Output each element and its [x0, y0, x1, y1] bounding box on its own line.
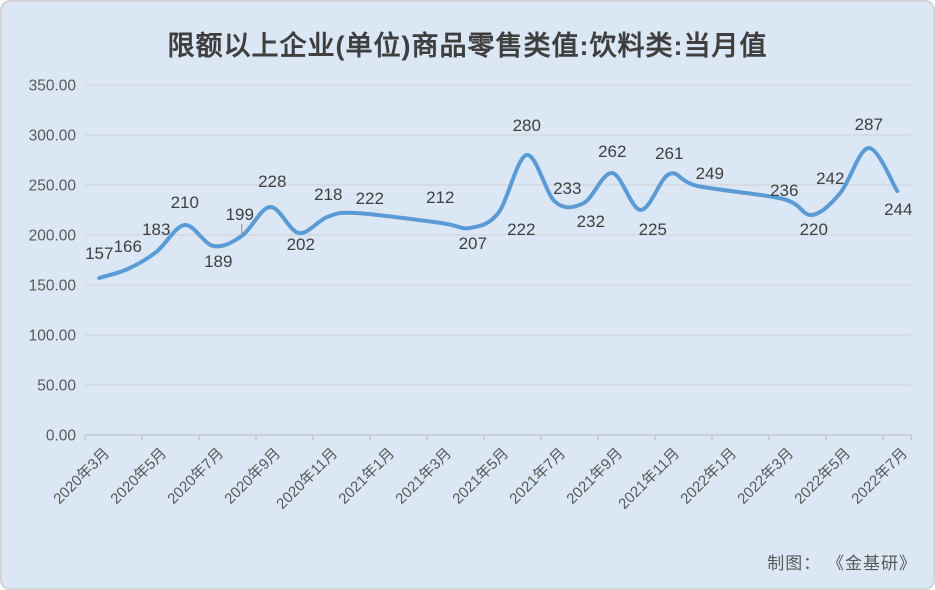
y-axis-tick-label: 50.00 — [37, 378, 76, 395]
data-label: 189 — [204, 252, 232, 271]
data-label: 222 — [507, 220, 535, 239]
data-label: 166 — [114, 237, 142, 256]
x-axis-tick-label: 2022年3月 — [734, 445, 797, 508]
data-label: 261 — [655, 144, 683, 163]
data-label: 183 — [142, 220, 170, 239]
y-axis-tick-label: 150.00 — [29, 278, 77, 295]
data-label: 218 — [314, 185, 342, 204]
y-axis-tick-label: 200.00 — [29, 228, 77, 245]
data-label: 280 — [513, 116, 541, 135]
data-label: 228 — [258, 172, 286, 191]
x-axis-tick-label: 2021年7月 — [506, 445, 569, 508]
data-label: 202 — [287, 235, 315, 254]
data-label: 244 — [884, 200, 912, 219]
chart-title: 限额以上企业(单位)商品零售类值:饮料类:当月值 — [167, 31, 768, 61]
data-label: 212 — [426, 188, 454, 207]
data-label: 232 — [577, 212, 605, 231]
x-axis-tick-label: 2020年3月 — [50, 445, 113, 508]
y-axis-tick-label: 100.00 — [29, 328, 77, 345]
x-axis-tick-label: 2020年7月 — [164, 445, 227, 508]
data-label: 220 — [800, 220, 828, 239]
data-label: 199 — [226, 205, 254, 224]
x-axis-tick-label: 2021年11月 — [615, 445, 683, 513]
x-axis-tick-label: 2022年5月 — [791, 445, 854, 508]
data-label: 233 — [553, 179, 581, 198]
data-label: 157 — [85, 244, 113, 263]
data-label: 262 — [598, 142, 626, 161]
x-axis-tick-label: 2021年1月 — [335, 445, 398, 508]
x-axis-tick-label: 2020年11月 — [273, 445, 341, 513]
data-label: 225 — [639, 220, 667, 239]
y-axis-tick-label: 0.00 — [46, 428, 77, 445]
data-label: 236 — [770, 181, 798, 200]
data-label: 242 — [816, 169, 844, 188]
series-line — [97, 146, 900, 280]
data-label: 287 — [855, 115, 883, 134]
x-axis-tick-label: 2022年7月 — [848, 445, 911, 508]
data-label: 222 — [356, 189, 384, 208]
y-axis-tick-label: 350.00 — [29, 78, 77, 95]
y-axis-tick-label: 300.00 — [29, 128, 77, 145]
data-label: 207 — [459, 234, 487, 253]
data-label: 210 — [171, 193, 199, 212]
x-axis-tick-label: 2022年1月 — [677, 445, 740, 508]
x-axis-tick-label: 2021年3月 — [392, 445, 455, 508]
data-label: 249 — [696, 164, 724, 183]
y-axis-tick-label: 250.00 — [29, 178, 77, 195]
x-axis-tick-label: 2020年5月 — [107, 445, 170, 508]
x-axis-tick-label: 2021年5月 — [449, 445, 512, 508]
credit-text: 制图： 《金基研》 — [767, 554, 917, 573]
